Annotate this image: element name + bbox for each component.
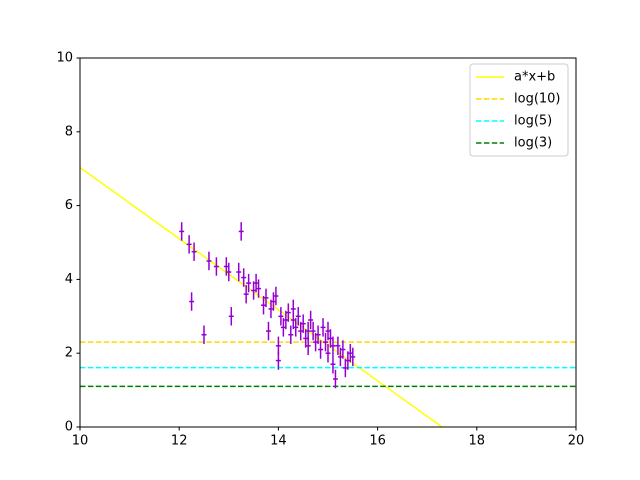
legend-label: log(3) [514, 136, 552, 151]
y-tick-label: 6 [65, 198, 73, 213]
x-tick-label: 20 [568, 434, 585, 449]
y-tick-label: 0 [65, 420, 73, 435]
x-tick-label: 18 [469, 434, 486, 449]
legend-label: log(10) [514, 92, 561, 107]
x-tick-label: 16 [369, 434, 386, 449]
y-tick-label: 2 [65, 346, 73, 361]
x-tick-label: 10 [72, 434, 89, 449]
legend-box [469, 63, 569, 157]
y-tick-label: 4 [65, 272, 73, 287]
legend-label: log(5) [514, 114, 552, 129]
y-tick-label: 10 [56, 51, 73, 66]
y-tick-label: 8 [65, 124, 73, 139]
x-tick-label: 14 [270, 434, 287, 449]
legend-label: a*x+b [514, 70, 555, 85]
x-tick-label: 12 [171, 434, 188, 449]
axes-frame [79, 57, 577, 428]
plot-area [80, 166, 576, 427]
line-series [80, 166, 443, 427]
